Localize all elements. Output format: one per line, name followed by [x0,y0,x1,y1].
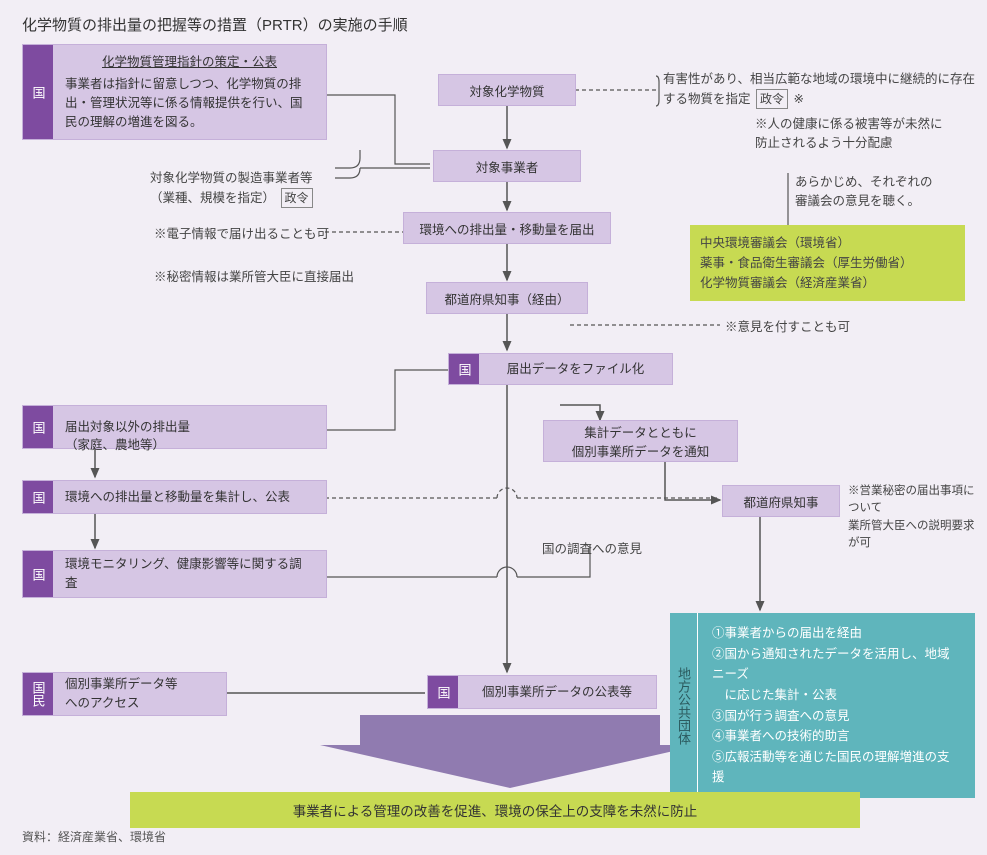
kuni-tag: 国 [23,551,53,597]
kokumin-tag: 国民 [23,673,53,715]
target-business-label: 対象事業者 [476,157,539,176]
harmful-note: 有害性があり、相当広範な地域の環境中に継続的に存在する物質を指定 政令 ※ [663,70,978,109]
publish-individual-box: 国 個別事業所データの公表等 [427,675,657,709]
monitoring-box: 国 環境モニタリング、健康影響等に関する調査 [22,550,327,598]
local-gov-content: ①事業者からの届出を経由 ②国から通知されたデータを活用し、地域ニーズ に応じた… [698,613,975,798]
monitoring-label: 環境モニタリング、健康影響等に関する調査 [65,557,302,590]
file-data-label: 届出データをファイル化 [507,362,645,376]
trade-secret-note: ※営業秘密の届出事項について 業所管大臣への説明要求が可 [848,483,978,552]
guideline-title: 化学物質管理指針の策定・公表 [65,53,314,72]
kuni-tag: 国 [449,354,479,384]
non-target-box: 国 届出対象以外の排出量 （家庭、農地等） [22,405,327,449]
local-gov-box: 地方公共団体 ①事業者からの届出を経由 ②国から通知されたデータを活用し、地域ニ… [670,613,975,798]
seirei-box: 政令 [756,89,788,109]
aggregate-publish-box: 国 環境への排出量と移動量を集計し、公表 [22,480,327,514]
kuni-tag: 国 [23,481,53,513]
opinion-note: ※意見を付すことも可 [725,318,850,337]
prefecture-label: 都道府県知事 [743,492,818,511]
national-survey-note: 国の調査への意見 [542,540,642,559]
electronic-note: ※電子情報で届け出ることも可 [154,225,329,244]
non-target-label: 届出対象以外の排出量 （家庭、農地等） [65,420,190,453]
target-substance-label: 対象化学物質 [469,81,544,100]
diagram-title: 化学物質の排出量の把握等の措置（PRTR）の実施の手順 [22,14,408,35]
target-business-box: 対象事業者 [433,150,581,182]
file-data-box: 国 届出データをファイル化 [448,353,673,385]
access-box: 国民 個別事業所データ等 へのアクセス [22,672,227,716]
seirei-box: 政令 [281,188,313,208]
prefecture-via-box: 都道府県知事（経由） [426,282,588,314]
kuni-tag: 国 [23,406,53,448]
kuni-tag: 国 [23,45,53,139]
guideline-box: 国 化学物質管理指針の策定・公表 事業者は指針に留意しつつ、化学物質の排出・管理… [22,44,327,140]
guideline-body: 事業者は指針に留意しつつ、化学物質の排出・管理状況等に係る情報提供を行い、国民の… [65,77,303,129]
councils-box: 中央環境審議会（環境省） 薬事・食品衛生審議会（厚生労働省） 化学物質審議会（経… [690,225,965,301]
hearing-note: あらかじめ、それぞれの 審議会の意見を聴く。 [795,173,933,211]
aggregate-notify-label: 集計データとともに 個別事業所データを通知 [572,422,710,460]
source-text: 資料：経済産業省、環境省 [22,828,166,845]
kuni-tag: 国 [428,676,458,708]
chiho-tag: 地方公共団体 [670,613,698,798]
publish-individual-label: 個別事業所データの公表等 [482,685,632,699]
prefecture-box: 都道府県知事 [722,485,840,517]
secret-note: ※秘密情報は業所管大臣に直接届出 [154,268,354,287]
aggregate-notify-box: 集計データとともに 個別事業所データを通知 [543,420,738,462]
conclusion-box: 事業者による管理の改善を促進、環境の保全上の支障を未然に防止 [130,792,860,828]
access-label: 個別事業所データ等 へのアクセス [65,677,178,710]
emission-report-box: 環境への排出量・移動量を届出 [403,212,611,244]
aggregate-publish-label: 環境への排出量と移動量を集計し、公表 [65,490,290,504]
prefecture-via-label: 都道府県知事（経由） [444,289,569,308]
emission-report-label: 環境への排出量・移動量を届出 [419,219,594,238]
target-substance-box: 対象化学物質 [438,74,576,106]
prevent-note: ※人の健康に係る被害等が未然に 防止されるよう十分配慮 [755,115,943,153]
manufacturer-note: 対象化学物質の製造事業者等 （業種、規模を指定） 政令 [150,150,315,208]
